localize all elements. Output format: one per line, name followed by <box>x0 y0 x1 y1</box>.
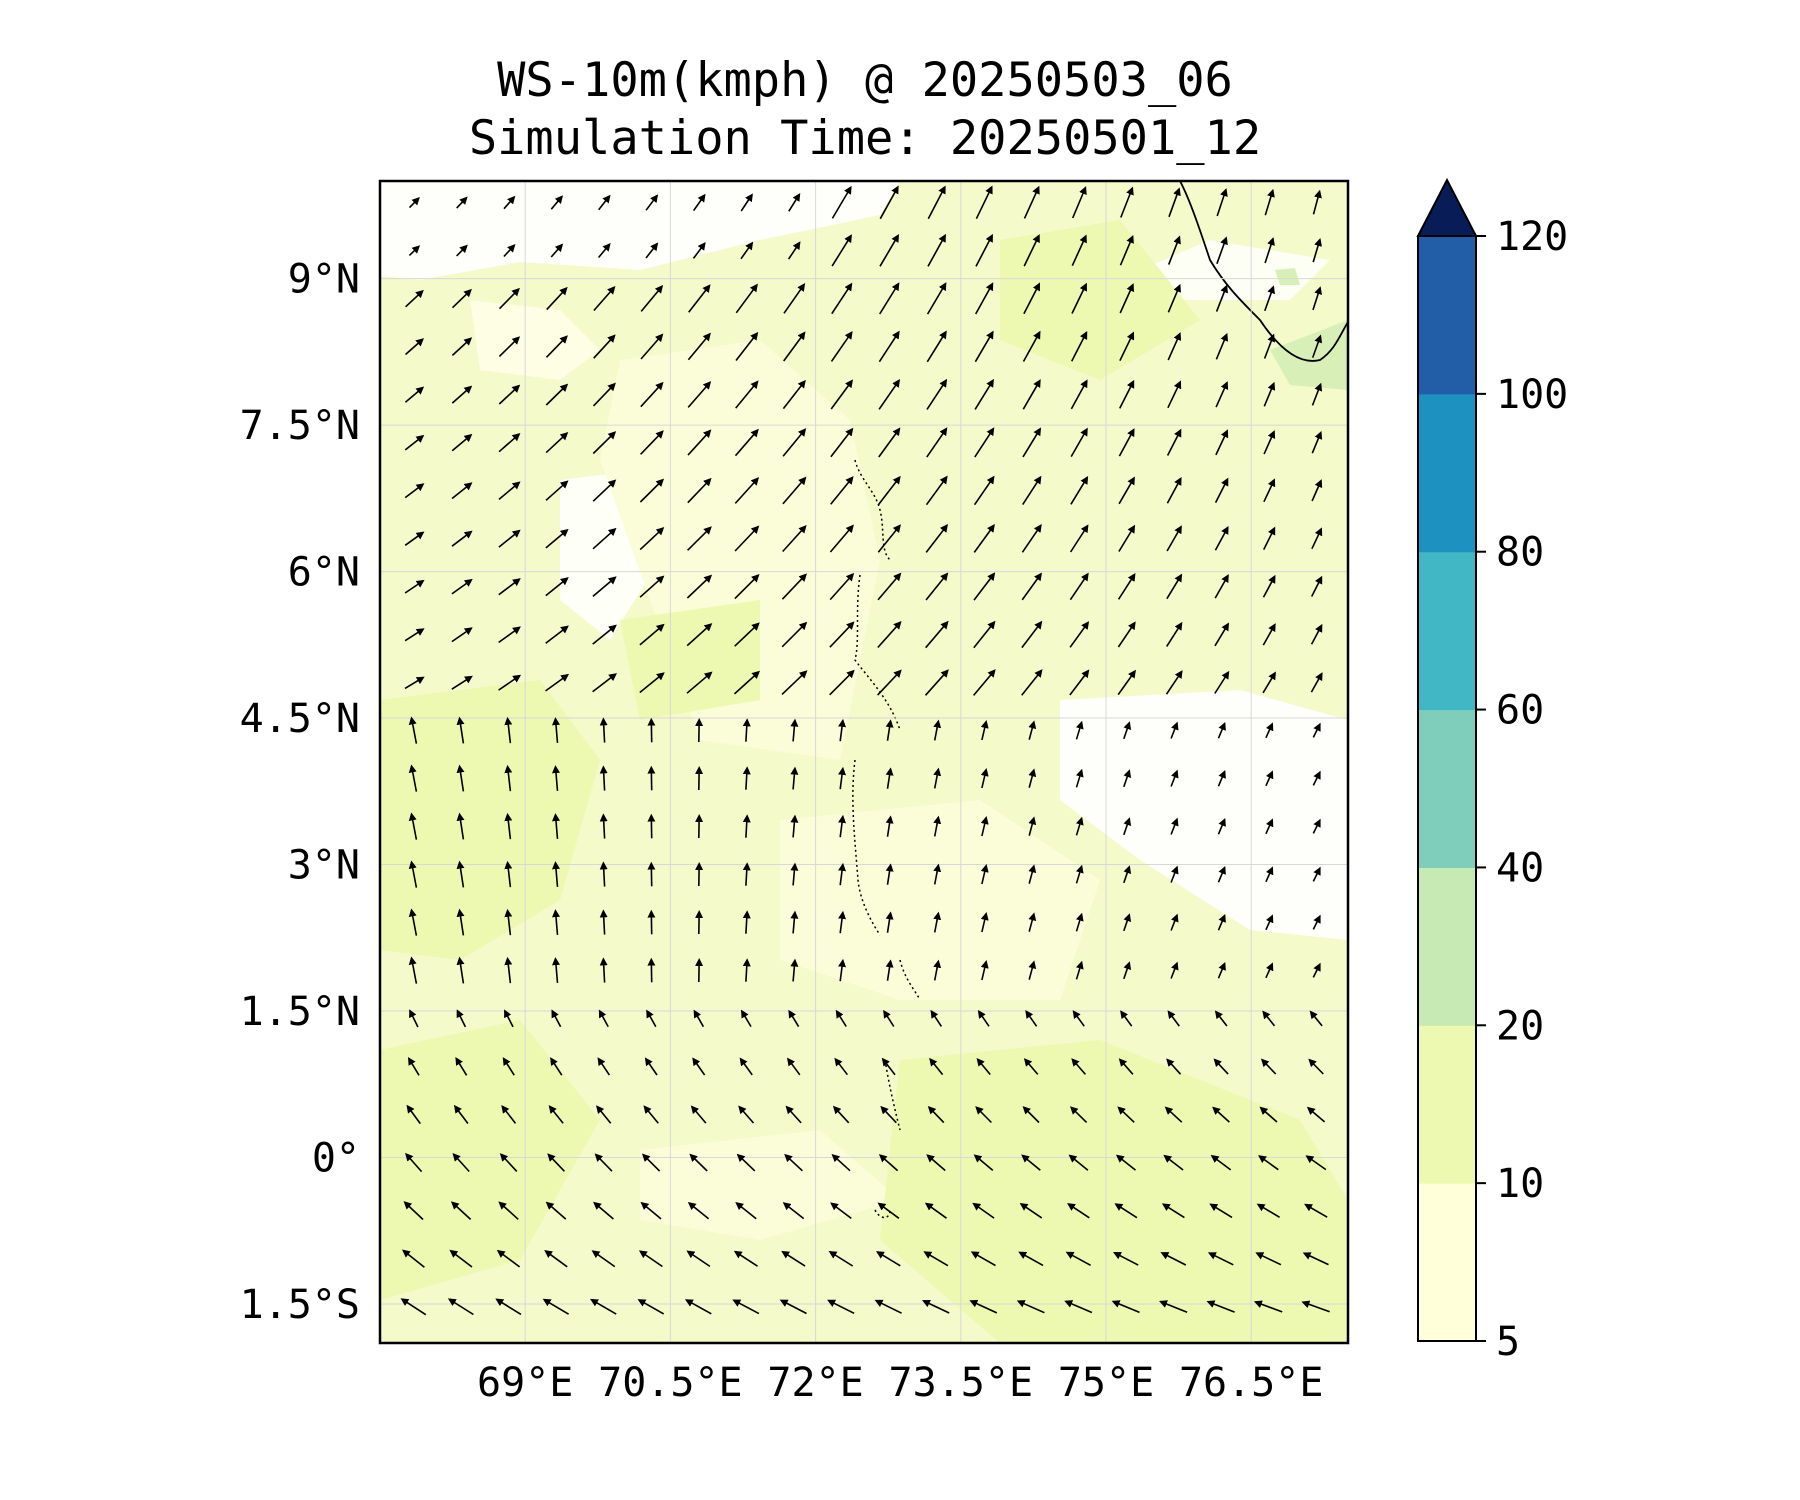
lon-tick-label: 76.5°E <box>1179 1360 1324 1406</box>
colorbar-band <box>1418 1183 1476 1341</box>
colorbar-band <box>1418 236 1476 394</box>
colorbar-tick-label: 80 <box>1496 530 1544 576</box>
colorbar-band <box>1418 710 1476 868</box>
longitude-tick-labels: 69°E 70.5°E 72°E 73.5°E 75°E 76.5°E <box>477 1360 1323 1406</box>
colorbar-band <box>1418 394 1476 552</box>
colorbar-band <box>1418 867 1476 1025</box>
lon-tick-label: 73.5°E <box>889 1360 1034 1406</box>
colorbar-tick-label: 10 <box>1496 1161 1544 1207</box>
colorbar-band <box>1418 552 1476 710</box>
colorbar-band <box>1418 1025 1476 1183</box>
lat-tick-label: 4.5°N <box>240 696 360 742</box>
lat-tick-label: 1.5°S <box>240 1282 360 1328</box>
lon-tick-label: 75°E <box>1058 1360 1154 1406</box>
colorbar-tick-label: 20 <box>1496 1003 1544 1049</box>
lat-tick-label: 3°N <box>288 843 360 889</box>
lat-tick-label: 6°N <box>288 550 360 596</box>
colorbar-tick-label: 100 <box>1496 372 1568 418</box>
lat-tick-label: 7.5°N <box>240 403 360 449</box>
lon-tick-label: 70.5°E <box>598 1360 743 1406</box>
colorbar-extend-max <box>1418 180 1476 236</box>
lon-tick-label: 72°E <box>767 1360 863 1406</box>
lat-tick-label: 9°N <box>288 257 360 303</box>
colorbar-tick-label: 120 <box>1496 214 1568 260</box>
map-plot-area <box>380 181 1348 1343</box>
lat-tick-label: 0° <box>312 1135 360 1181</box>
colorbar-tick-label: 40 <box>1496 845 1544 891</box>
lon-tick-label: 69°E <box>477 1360 573 1406</box>
colorbar: 5 10 20 40 60 80 100 120 <box>1418 180 1568 1365</box>
colorbar-tick-label: 5 <box>1496 1319 1520 1365</box>
colorbar-tick-label: 60 <box>1496 688 1544 734</box>
lat-tick-label: 1.5°N <box>240 989 360 1035</box>
latitude-tick-labels: 9°N 7.5°N 6°N 4.5°N 3°N 1.5°N 0° 1.5°S <box>240 257 360 1328</box>
